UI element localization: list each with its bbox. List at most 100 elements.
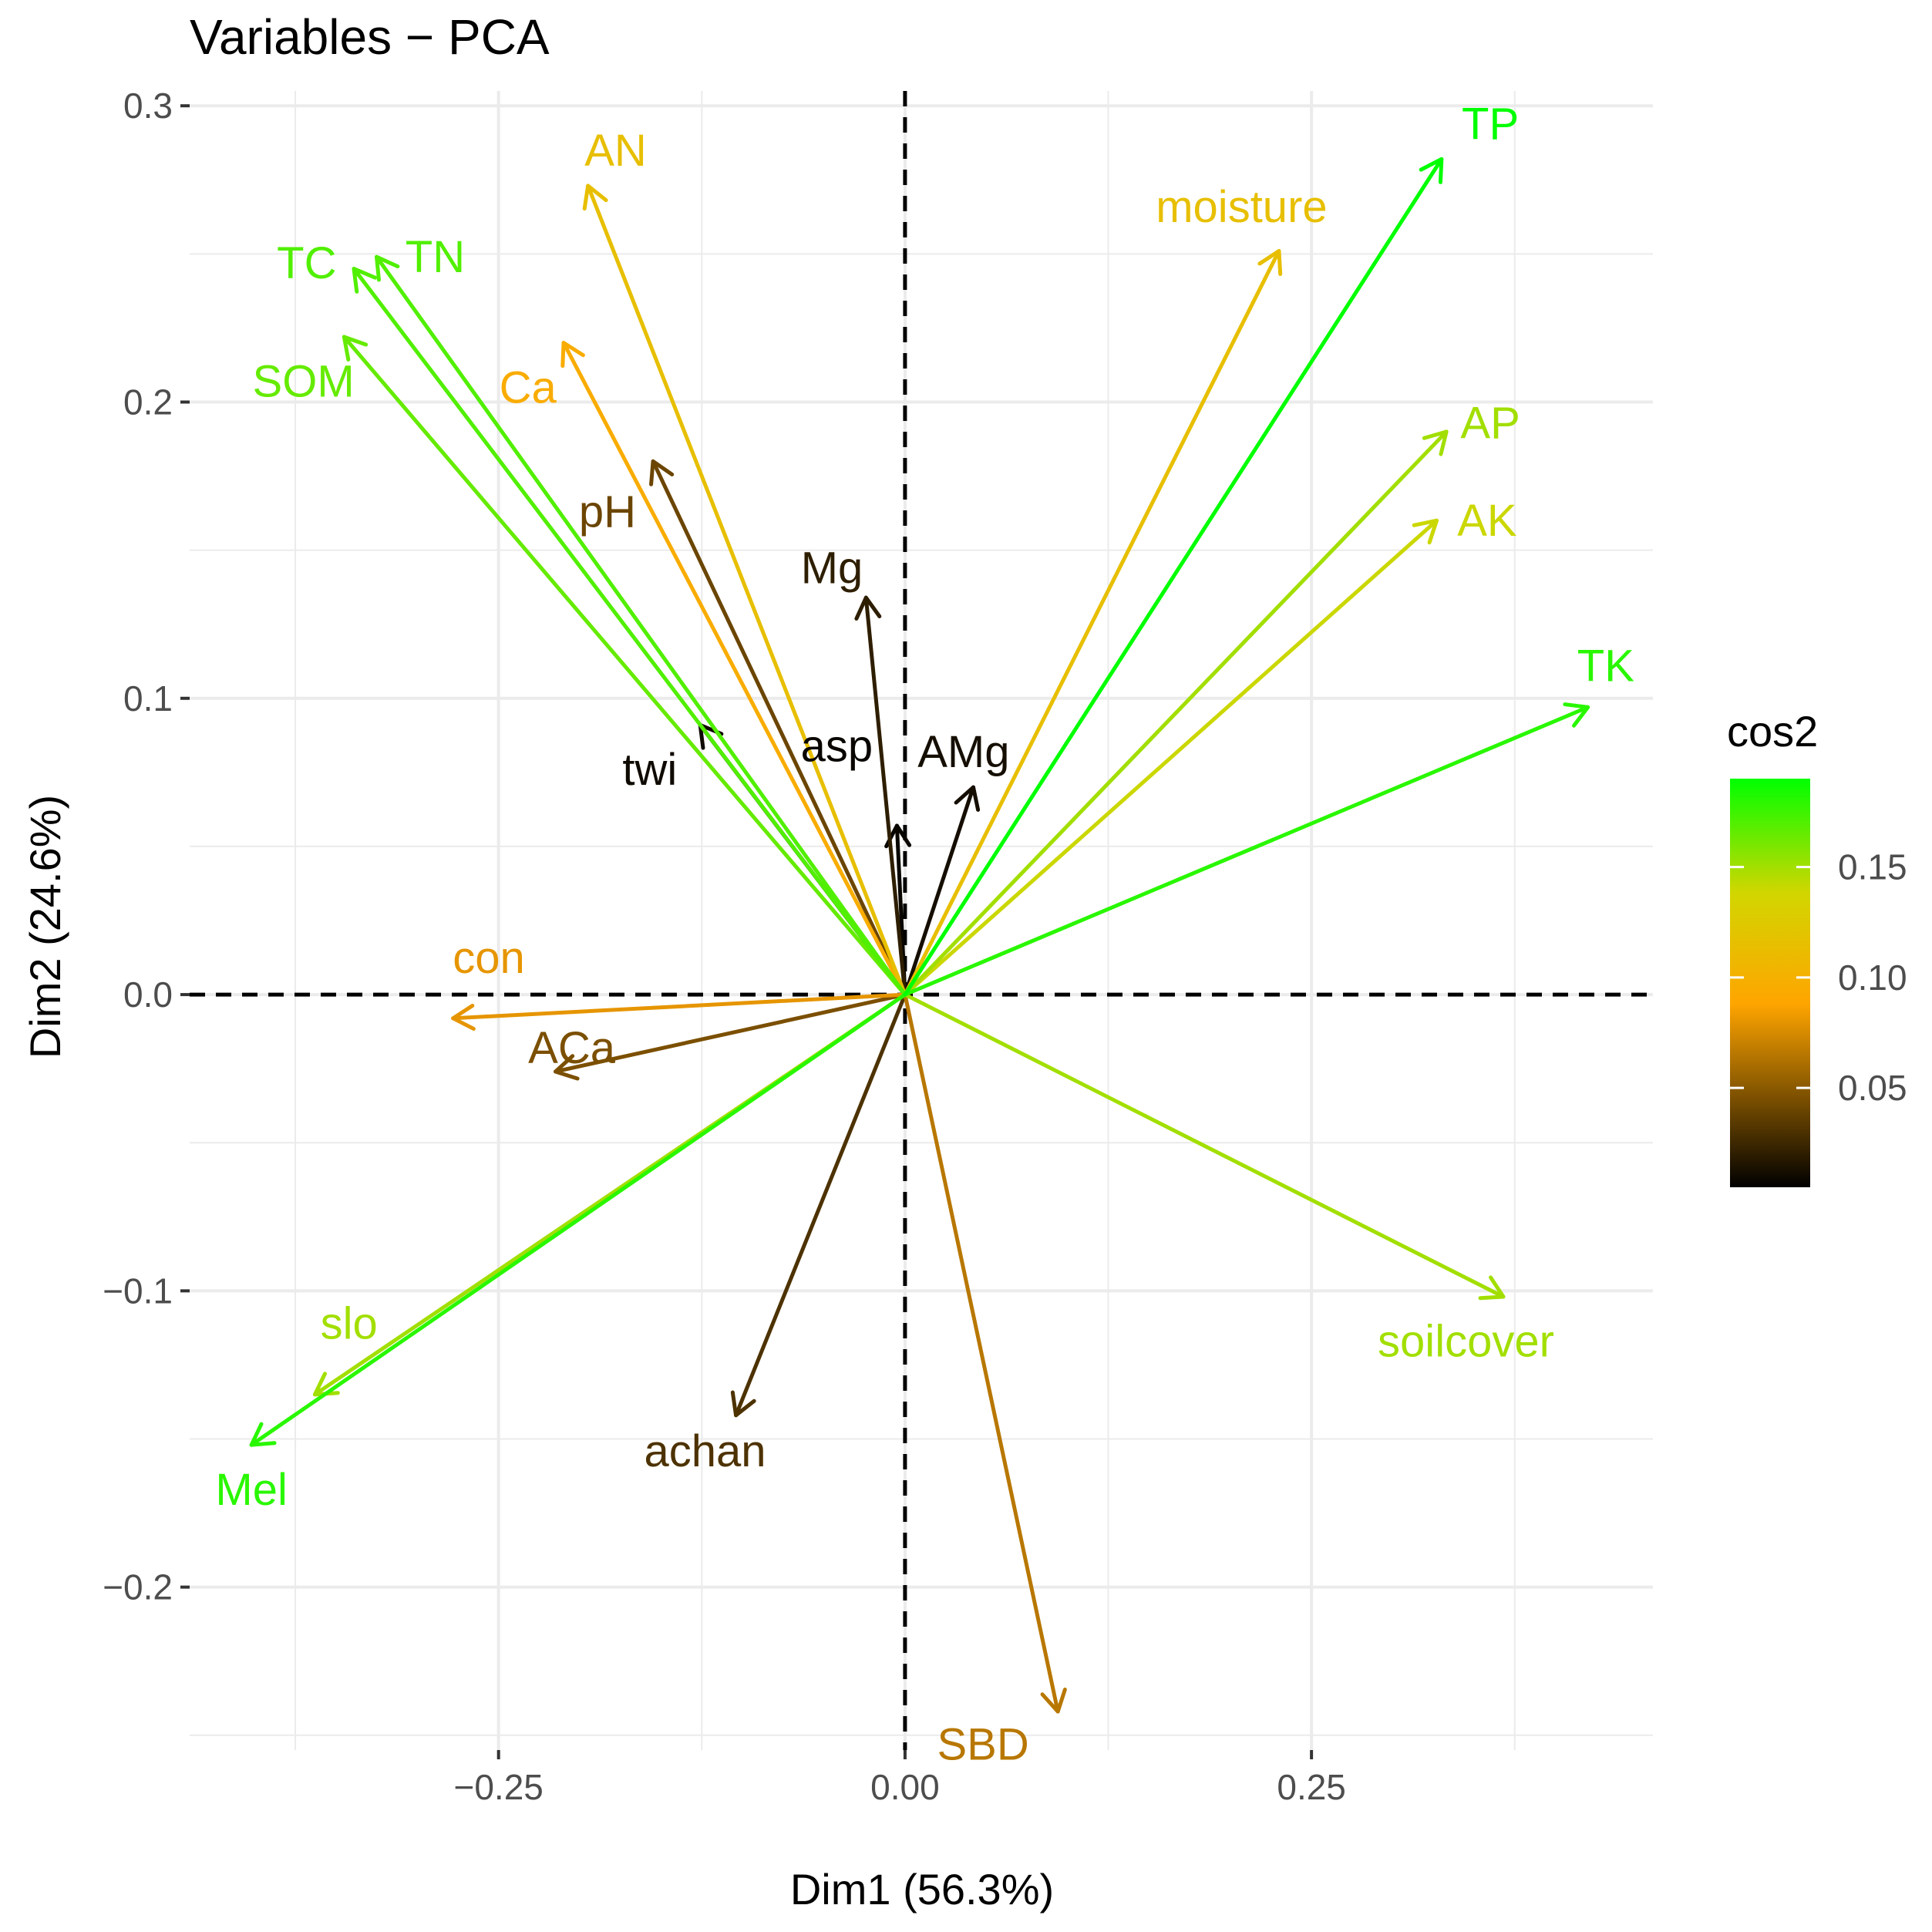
arrow-som	[342, 335, 907, 997]
arrow-shaft-sbd	[903, 992, 1060, 1714]
y-tick-label: −0.2	[103, 1567, 173, 1607]
label-ap: AP	[1460, 398, 1520, 448]
label-ph: pH	[579, 487, 636, 537]
arrow-head-tk	[1563, 702, 1590, 728]
arrow-head-mel	[249, 1422, 277, 1447]
label-twi: twi	[622, 745, 677, 795]
arrow-head-slo	[312, 1372, 340, 1397]
arrow-head-an	[582, 183, 608, 211]
label-an: AN	[584, 126, 647, 176]
label-sbd: SBD	[937, 1719, 1029, 1769]
label-ca: Ca	[500, 362, 557, 412]
arrow-shaft-ca	[561, 341, 907, 997]
label-soilcover: soilcover	[1378, 1317, 1554, 1367]
arrow-head-con	[451, 1003, 476, 1031]
legend-ticks: 0.05 0.10 0.15	[1730, 847, 1907, 1108]
arrow-sbd	[903, 992, 1067, 1714]
label-asp: asp	[801, 721, 873, 771]
label-amg: AMg	[917, 727, 1009, 777]
arrow-ph	[649, 459, 907, 997]
arrow-mel	[249, 992, 907, 1447]
arrow-tk	[903, 702, 1590, 997]
arrow-head-mg	[854, 595, 882, 621]
arrow-shaft-tk	[903, 705, 1590, 997]
label-som: SOM	[253, 357, 355, 407]
arrow-tn	[375, 254, 907, 997]
label-tn: TN	[406, 232, 465, 282]
cos2-legend: cos2 0.05 0.10 0.15	[1727, 707, 1907, 1187]
arrow-mg	[854, 595, 907, 997]
x-tick-label: 0.00	[870, 1767, 940, 1807]
arrow-shaft-achan	[734, 992, 907, 1418]
label-tk: TK	[1577, 641, 1634, 692]
arrow-head-tc	[352, 267, 378, 294]
arrow-shaft-amg	[903, 785, 975, 997]
legend-title: cos2	[1727, 707, 1818, 756]
plot-panel	[190, 91, 1653, 1750]
arrow-shaft-ak	[903, 518, 1439, 997]
variable-labels: TP moisture AP AK TK soilcover SBD achan Mel slo A…	[215, 99, 1634, 1769]
label-achan: achan	[645, 1426, 766, 1476]
arrow-con	[451, 992, 907, 1031]
label-tc: TC	[277, 238, 336, 288]
label-con: con	[453, 933, 525, 983]
arrow-shaft-moisture	[903, 249, 1281, 997]
legend-tick-label: 0.05	[1838, 1068, 1907, 1108]
y-axis: −0.2 −0.1 0.0 0.1 0.2 0.3	[103, 86, 190, 1607]
chart-title: Variables − PCA	[190, 9, 550, 65]
arrow-head-aca	[554, 1054, 580, 1081]
arrow-head-ap	[1422, 429, 1449, 456]
x-axis: −0.25 0.00 0.25	[453, 1750, 1346, 1807]
arrow-tc	[352, 267, 907, 997]
arrow-shaft-mel	[249, 992, 907, 1447]
label-aca: ACa	[528, 1023, 616, 1073]
y-tick-label: 0.1	[123, 678, 173, 719]
arrow-head-som	[342, 335, 369, 362]
arrow-shaft-tn	[375, 254, 907, 997]
arrow-shaft-tc	[352, 267, 907, 997]
y-tick-label: 0.3	[123, 86, 173, 126]
minor-gridlines	[190, 91, 1653, 1750]
arrow-soilcover	[903, 992, 1506, 1301]
arrow-head-sbd	[1040, 1688, 1067, 1714]
arrow-shaft-mg	[863, 595, 907, 997]
arrow-tp	[903, 157, 1444, 997]
arrow-an	[582, 183, 907, 997]
arrow-ca	[560, 341, 907, 997]
arrow-head-ph	[649, 459, 675, 486]
arrow-shaft-ph	[651, 459, 907, 997]
label-ak: AK	[1457, 496, 1517, 546]
arrow-ak	[903, 518, 1439, 997]
x-axis-title: Dim1 (56.3%)	[790, 1865, 1054, 1913]
label-mel: Mel	[215, 1465, 287, 1515]
arrow-shaft-som	[342, 335, 907, 997]
arrow-head-moisture	[1257, 249, 1283, 276]
arrow-shaft-con	[451, 992, 907, 1021]
x-tick-label: −0.25	[453, 1767, 543, 1807]
label-slo: slo	[321, 1299, 378, 1349]
label-tp: TP	[1462, 99, 1519, 149]
label-mg: Mg	[801, 544, 863, 594]
arrow-head-tn	[375, 254, 400, 282]
arrow-head-amg	[954, 785, 981, 812]
arrow-head-achan	[730, 1390, 756, 1418]
y-axis-title: Dim2 (24.6%)	[21, 795, 69, 1059]
variable-arrows	[249, 157, 1590, 1714]
arrow-head-ca	[560, 341, 585, 369]
arrow-ap	[903, 429, 1449, 997]
label-moisture: moisture	[1156, 182, 1327, 232]
legend-colorbar	[1730, 779, 1810, 1187]
arrow-shaft-soilcover	[903, 992, 1506, 1299]
arrow-head-ak	[1412, 518, 1439, 545]
y-tick-label: 0.0	[123, 974, 173, 1015]
arrow-aca	[554, 992, 907, 1081]
arrow-achan	[730, 992, 907, 1418]
arrow-shaft-ap	[903, 429, 1449, 997]
x-tick-label: 0.25	[1277, 1767, 1346, 1807]
arrow-shaft-aca	[554, 992, 907, 1074]
arrow-head-tp	[1419, 157, 1444, 184]
zero-reference-lines	[190, 91, 1653, 1750]
y-tick-label: 0.2	[123, 382, 173, 422]
legend-tick-label: 0.15	[1838, 847, 1907, 887]
